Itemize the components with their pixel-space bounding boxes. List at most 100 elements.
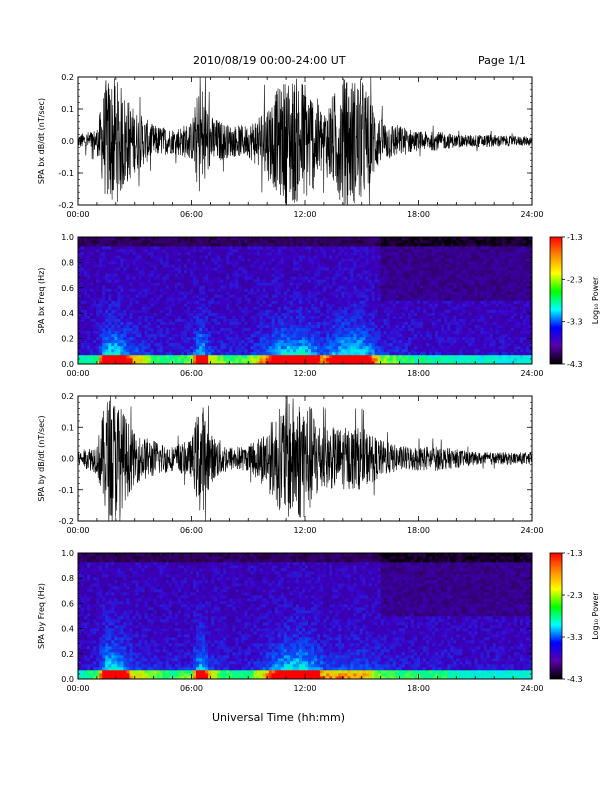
spectrogram-cell [271,282,275,286]
spectrogram-cell [392,297,397,301]
spectrogram-cell [329,297,333,301]
spectrogram-cell [244,324,248,328]
spectrogram-cell [84,240,88,244]
spectrogram-cell [426,240,430,244]
spectrogram-cell [404,291,409,295]
spectrogram-cell [223,351,227,356]
spectrogram-cell [259,327,263,331]
spectrogram-cell [96,306,100,310]
spectrogram-cell [414,246,418,250]
spectrogram-cell [407,351,412,356]
spectrogram-cell [99,309,103,313]
spectrogram-cell [87,237,91,241]
spectrogram-cell [123,333,127,338]
spectrogram-cell [314,321,318,325]
spectrogram-cell [253,264,257,268]
spectrogram-cell [162,309,166,313]
spectrogram-cell [223,336,227,341]
spectrogram-cell [265,300,269,304]
spectrogram-cell [99,276,103,280]
spectrogram-cell [196,258,200,262]
spectrogram-cell [259,276,263,280]
spectrogram-cell [395,282,400,286]
spectrogram-cell [132,297,136,301]
spectrogram-cell [374,306,378,310]
spectrogram-cell [232,327,236,331]
spectrogram-cell [386,336,390,341]
spectrogram-cell [371,361,375,365]
spectrogram-cell [344,261,348,265]
spectrogram-cell [286,306,291,310]
spectrogram-cell [362,279,366,283]
spectrogram-cell [317,351,321,356]
spectrogram-cell [232,276,236,280]
spectrogram-cell [132,249,136,253]
spectrogram-cell [338,267,342,271]
spectrogram-cell [226,291,230,295]
spectrogram-cell [329,351,333,356]
spectrogram-cell [156,279,160,283]
spectrogram-cell [171,318,176,322]
spectrogram-cell [283,330,288,334]
spectrogram-cell [407,264,412,268]
spectrogram-cell [99,303,103,307]
spectrogram-cell [159,273,163,277]
spectrogram-cell [365,240,369,244]
spectrogram-cell [199,285,203,289]
spectrogram-cell [329,267,333,271]
spectrogram-cell [389,288,393,292]
spectrogram-cell [265,288,269,292]
spectrogram-cell [341,324,345,328]
spectrogram-cell [168,297,173,301]
spectrogram-cell [256,273,260,277]
spectrogram-cell [174,261,179,265]
spectrogram-cell [214,252,218,256]
spectrogram-cell [347,345,351,350]
spectrogram-cell [289,249,294,253]
spectrogram-cell [344,264,348,268]
spectrogram-cell [90,258,94,262]
spectrogram-cell [147,288,151,292]
spectrogram-cell [332,348,336,353]
spectrogram-cell [386,243,390,247]
spectrogram-cell [314,312,318,316]
spectrogram-cell [253,300,257,304]
spectrogram-cell [144,246,148,250]
spectrogram-cell [81,300,85,304]
spectrogram-cell [380,249,384,253]
spectrogram-cell [395,309,400,313]
spectrogram-cell [353,309,357,313]
spectrogram-cell [317,324,321,328]
spectrogram-cell [202,306,206,310]
spectrogram-cell [368,336,372,341]
spectrogram-cell [217,303,221,307]
spectrogram-cell [356,270,360,274]
spectrogram-cell [256,264,260,268]
spectrogram-cell [84,288,88,292]
spectrogram-cell [286,312,291,316]
spectrogram-cell [350,348,354,353]
spectrogram-cell [392,273,397,277]
spectrogram-cell [380,348,384,353]
spectrogram-cell [362,237,366,241]
spectrogram-cell [410,324,415,328]
spectrogram-cell [202,285,206,289]
spectrogram-cell [87,351,91,356]
spectrogram-cell [244,240,248,244]
spectrogram-cell [150,276,154,280]
spectrogram-cell [180,279,185,283]
spectrogram-cell [286,279,291,283]
spectrogram-cell [108,306,112,310]
spectrogram-cell [401,240,406,244]
spectrogram-cell [410,342,415,347]
spectrogram-cell [241,252,245,256]
spectrogram-cell [377,258,381,262]
spectrogram-cell [392,246,397,250]
spectrogram-cell [398,321,403,325]
spectrogram-cell [311,297,315,301]
spectrogram-cell [129,309,133,313]
spectrogram-cell [404,240,409,244]
spectrogram-cell [368,354,372,359]
spectrogram-cell [232,358,236,362]
spectrogram-cell [265,330,269,334]
